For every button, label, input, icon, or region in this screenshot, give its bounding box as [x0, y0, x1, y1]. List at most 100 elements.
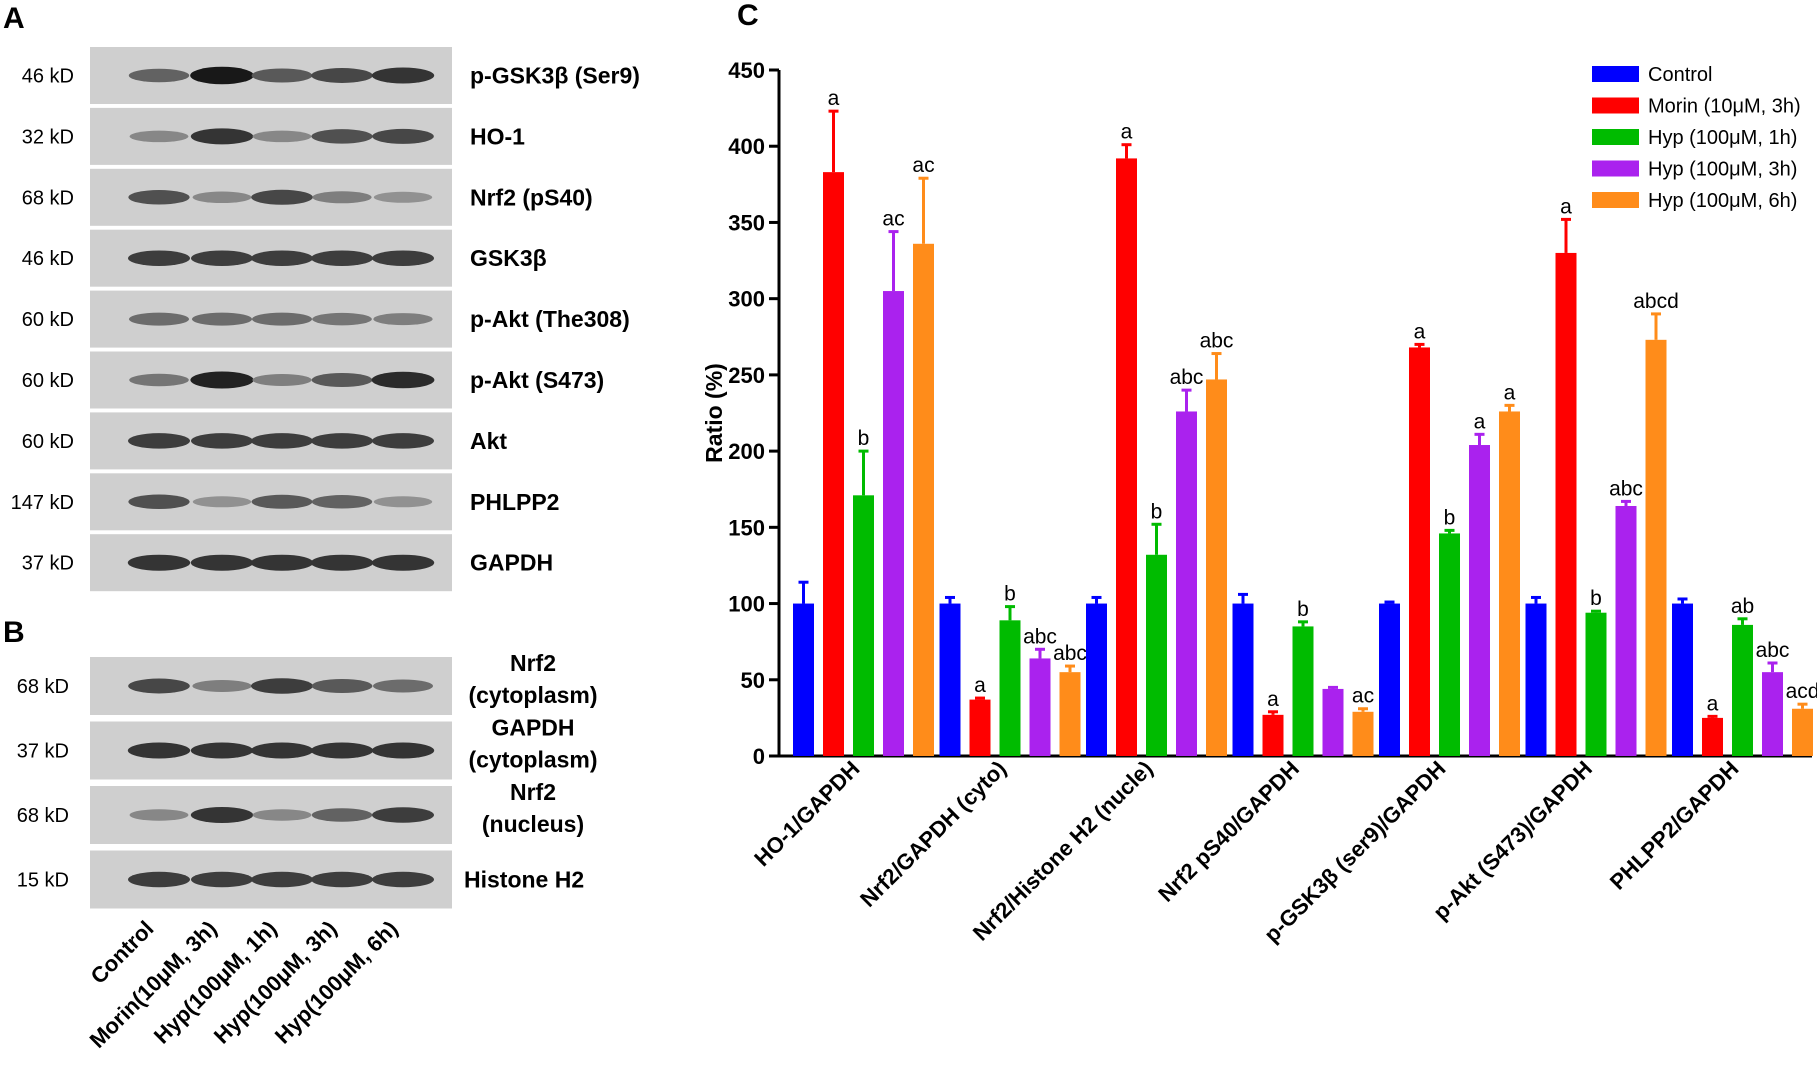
blot-band	[128, 68, 190, 83]
bar	[969, 699, 991, 756]
blot-band	[190, 128, 254, 145]
blot-band	[252, 312, 312, 326]
blot-band	[129, 312, 189, 326]
y-tick-label: 300	[728, 287, 765, 312]
blot-b-kd-label: 68 kD	[17, 676, 69, 698]
legend-swatch	[1592, 160, 1639, 177]
blot-a-protein-label: GSK3β	[470, 245, 547, 271]
bar	[1409, 347, 1430, 756]
blot-band	[311, 808, 373, 822]
blot-a-protein-label: PHLPP2	[470, 489, 559, 515]
legend-swatch	[1592, 129, 1639, 145]
blot-band	[192, 191, 252, 204]
significance-label: ab	[1731, 595, 1754, 618]
y-tick-label: 150	[728, 515, 765, 540]
blot-band	[129, 373, 189, 387]
blot-band	[252, 374, 312, 386]
category-label: PHLPP2/GAPDH	[1605, 756, 1744, 895]
blot-band	[310, 554, 374, 571]
blot-band	[311, 250, 373, 266]
blot-a-kd-label: 60 kD	[22, 370, 74, 392]
blot-a-kd-label: 32 kD	[22, 126, 74, 148]
significance-label: b	[858, 427, 870, 450]
significance-label: acd	[1786, 680, 1817, 703]
bar	[1176, 411, 1197, 756]
significance-label: a	[1560, 195, 1572, 218]
legend-label: Hyp (100μM, 1h)	[1648, 127, 1797, 149]
significance-label: abc	[1170, 366, 1204, 389]
blot-a-protein-label: Nrf2 (pS40)	[470, 184, 593, 210]
y-axis-label: Ratio (%)	[701, 363, 727, 463]
blot-band	[250, 742, 314, 759]
significance-label: ac	[882, 208, 904, 231]
bar	[913, 243, 934, 756]
blot-b-protein-label-sub: (cytoplasm)	[468, 682, 597, 708]
significance-label: b	[1297, 598, 1309, 621]
blot-band	[251, 250, 313, 266]
blot-band	[372, 250, 434, 266]
bar	[999, 620, 1021, 756]
blot-band	[311, 495, 373, 509]
bar	[793, 603, 814, 756]
significance-label: abcd	[1633, 290, 1679, 313]
bar	[1322, 688, 1344, 756]
legend-label: Hyp (100μM, 3h)	[1648, 159, 1797, 181]
bar	[823, 172, 844, 757]
category-label: Nrf2 pS40/GAPDH	[1153, 756, 1304, 907]
bar	[1469, 445, 1490, 756]
significance-label: a	[1121, 121, 1133, 144]
legend-swatch	[1592, 66, 1639, 82]
bar	[1146, 554, 1167, 756]
bar	[1615, 505, 1637, 756]
y-tick-label: 50	[741, 668, 765, 693]
blot-a-protein-label: GAPDH	[470, 550, 553, 576]
y-tick-label: 200	[728, 439, 765, 464]
bar	[939, 603, 961, 756]
blot-band	[128, 871, 190, 888]
blot-band	[128, 190, 190, 205]
blot-a-kd-label: 60 kD	[22, 431, 74, 453]
blot-band	[251, 494, 313, 509]
blot-panel-a: 46 kD p-GSK3β (Ser9) 32 kD HO-1 68 kD Nrf2 (p…	[11, 47, 640, 592]
significance-label: abc	[1609, 477, 1643, 500]
category-label: HO-1/GAPDH	[749, 756, 864, 871]
bar	[1439, 533, 1460, 756]
blot-band	[372, 128, 434, 144]
blot-b-kd-label: 37 kD	[17, 741, 69, 763]
panel-c-letter: C	[737, 0, 759, 32]
bar	[1206, 379, 1227, 756]
blot-a-protein-label: HO-1	[470, 123, 525, 149]
bar	[1525, 603, 1547, 756]
legend-label: Morin (10μM, 3h)	[1648, 96, 1801, 118]
bar	[1352, 711, 1374, 756]
blot-band	[191, 871, 253, 888]
legend-swatch	[1592, 192, 1639, 208]
significance-label: a	[828, 87, 840, 110]
blot-b-protein-label-sub: (cytoplasm)	[468, 747, 597, 773]
blot-a-protein-label: p-GSK3β (Ser9)	[470, 63, 640, 89]
blot-band	[190, 371, 254, 389]
blot-b-protein-label: GAPDH	[491, 715, 574, 741]
blot-band	[192, 312, 252, 326]
blot-band	[371, 371, 435, 389]
blot-band	[252, 809, 312, 821]
y-tick-label: 100	[728, 592, 765, 617]
significance-label: abc	[1756, 639, 1790, 662]
significance-label: abc	[1200, 330, 1234, 353]
blot-band	[191, 250, 253, 266]
bar	[1379, 603, 1400, 756]
blot-band	[311, 679, 373, 693]
significance-label: b	[1590, 587, 1602, 610]
blot-band	[373, 679, 433, 693]
blot-b-protein-label: Nrf2	[510, 779, 556, 805]
blot-band	[311, 871, 373, 888]
significance-label: ac	[912, 154, 934, 177]
blot-band	[190, 742, 254, 759]
significance-label: a	[1707, 692, 1719, 715]
bar	[1116, 158, 1137, 756]
legend-label: Hyp (100μM, 6h)	[1648, 190, 1797, 212]
blot-band	[190, 66, 254, 85]
blot-band	[129, 809, 189, 821]
